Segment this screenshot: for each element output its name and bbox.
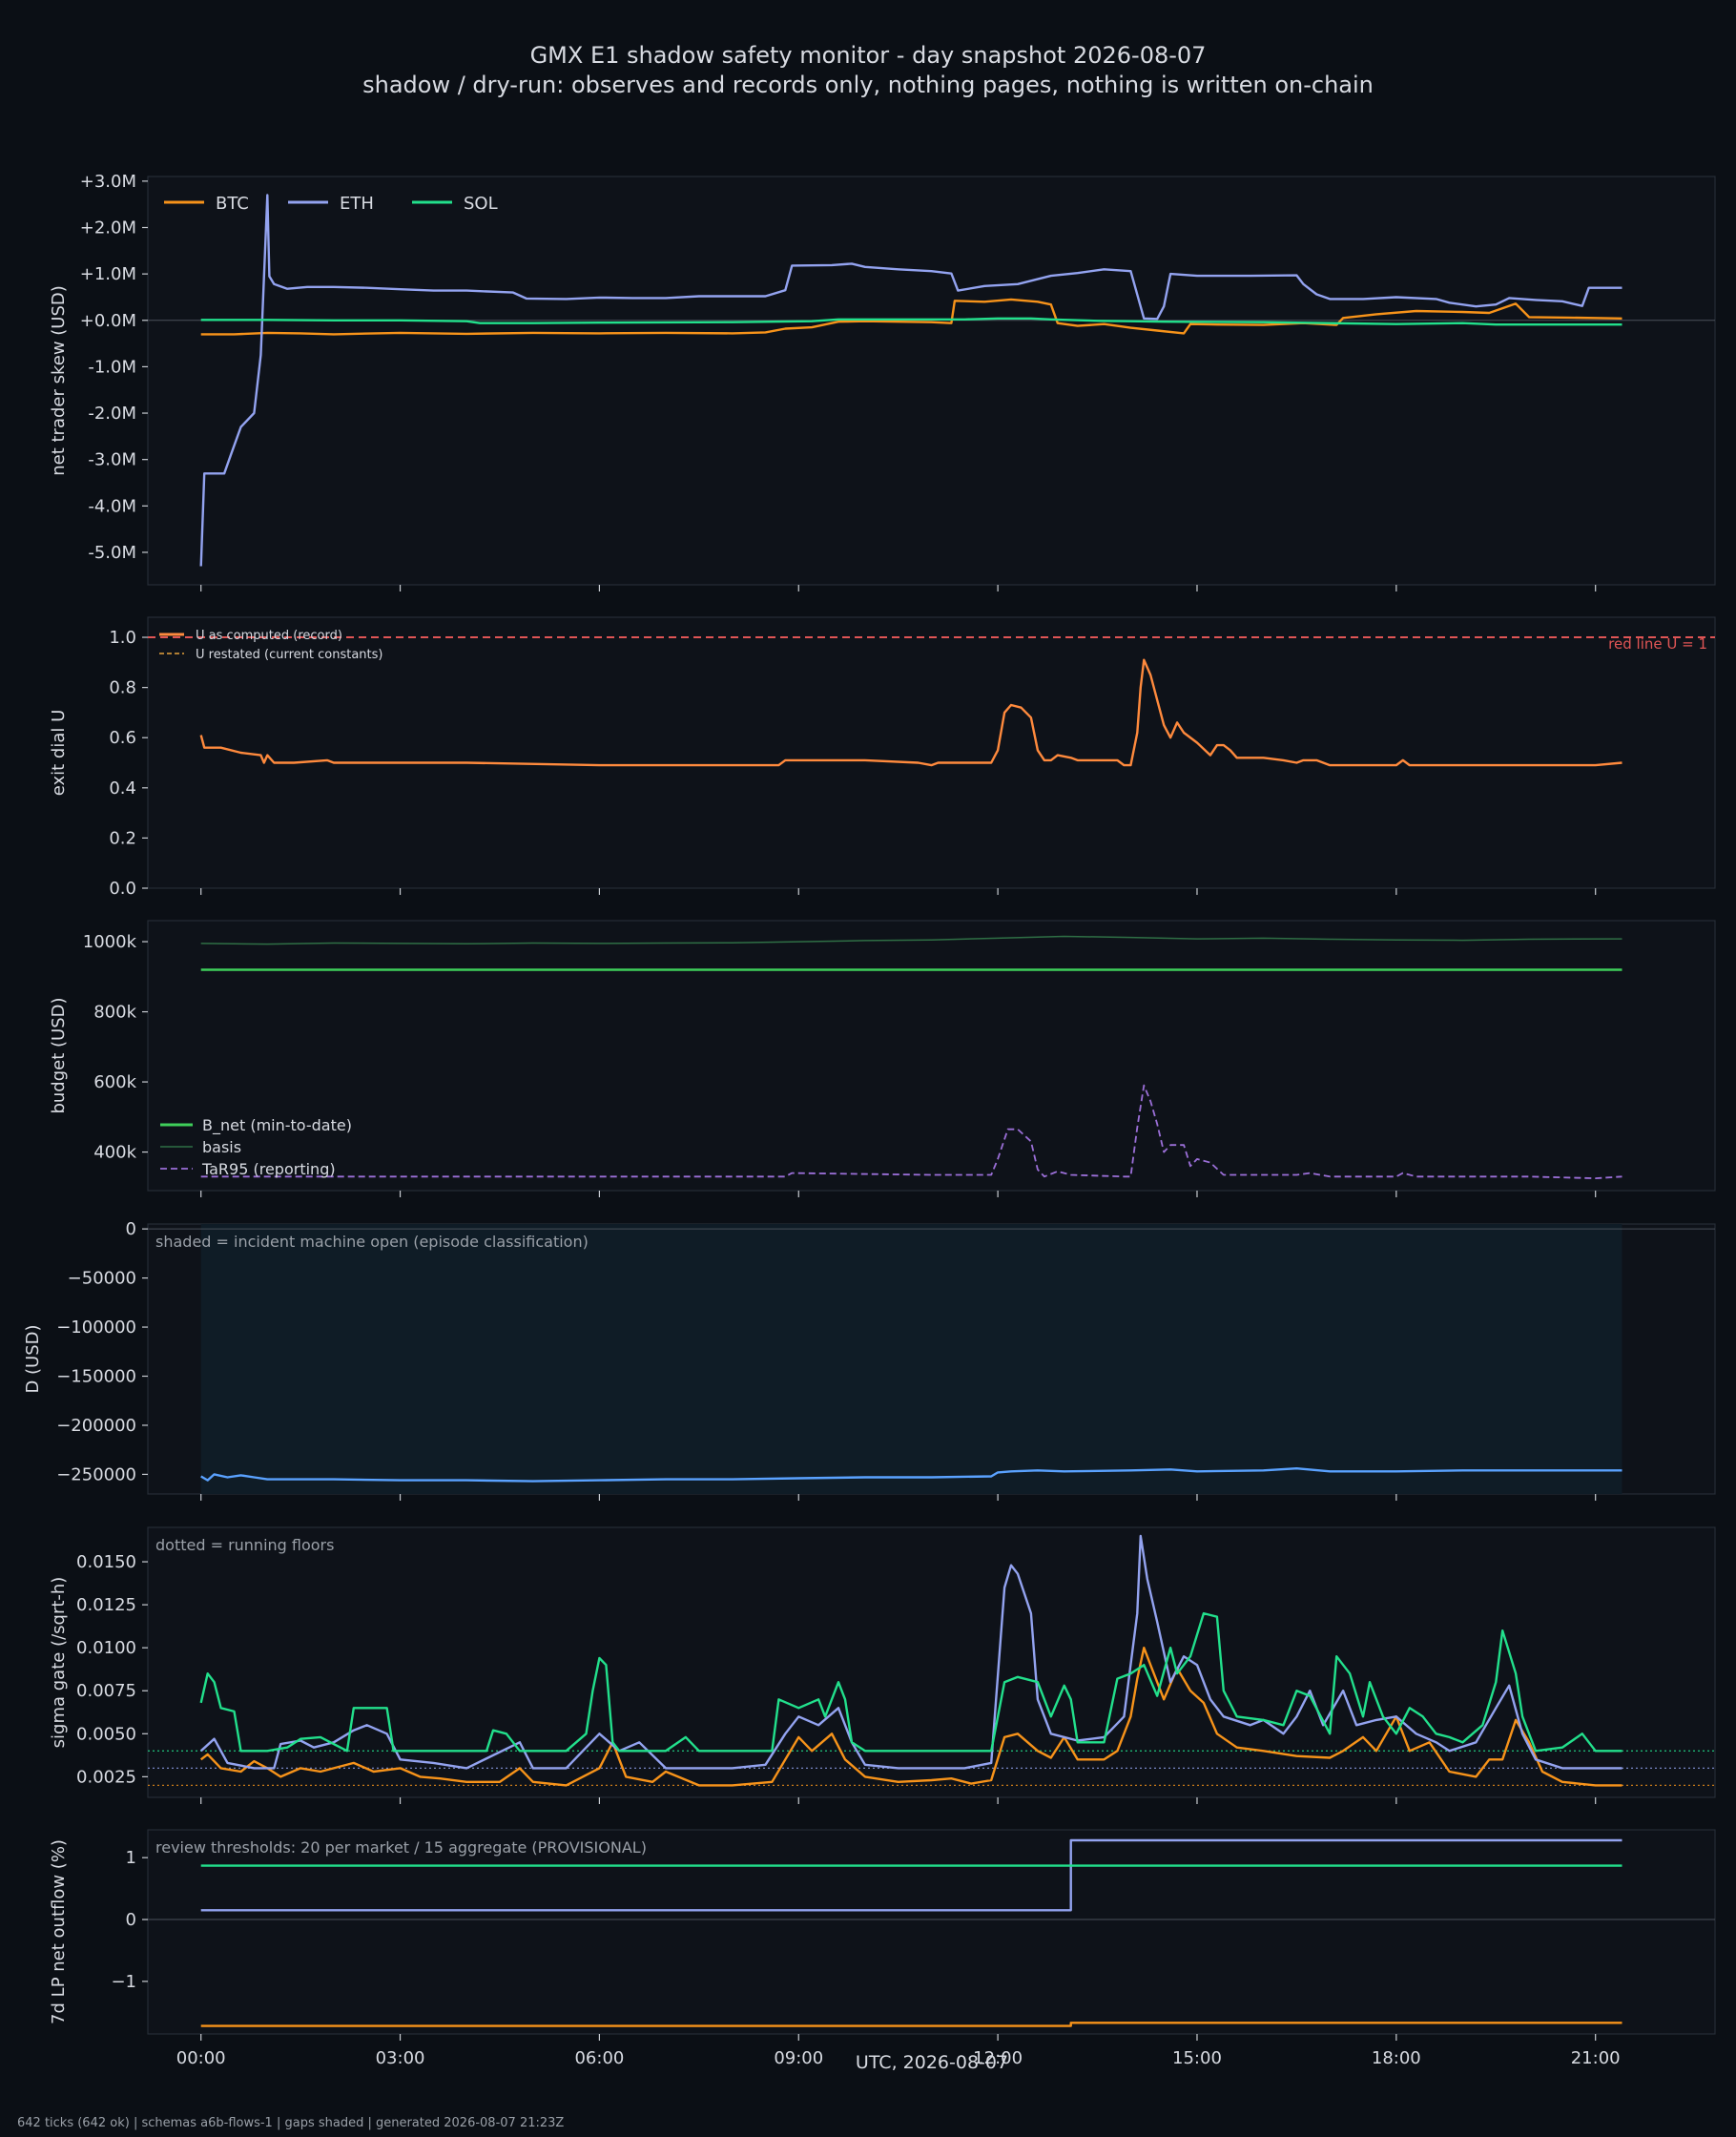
y-tick-label: 800k — [93, 1003, 136, 1023]
legend-label: TaR95 (reporting) — [201, 1160, 336, 1178]
y-axis-label: exit dial U — [49, 710, 69, 797]
y-tick-label: −50000 — [68, 1269, 136, 1289]
y-tick-label: 1000k — [83, 932, 137, 952]
panel-5: 0.0150 0.0125 0.0100 0.0075 0.0050 0.0025 sigm… — [49, 1526, 1716, 1804]
y-tick-label: +2.0M — [80, 218, 136, 239]
chart-title: GMX E1 shadow safety monitor - day snaps… — [530, 42, 1207, 69]
footer-status: 642 ticks (642 ok) | schemas a6b-flows-1… — [17, 2116, 564, 2130]
plot-area — [147, 1829, 1716, 2035]
y-tick-label: 0.0050 — [76, 1724, 136, 1744]
y-tick-label: 0.0075 — [76, 1681, 136, 1701]
y-axis-label: net trader skew (USD) — [49, 285, 69, 476]
x-tick-label: 09:00 — [774, 2048, 823, 2068]
x-tick-label: 00:00 — [176, 2048, 226, 2068]
series-line-eth — [199, 1534, 1622, 1770]
annotation: red line U = 1 — [1608, 635, 1707, 653]
x-tick-label: 21:00 — [1571, 2048, 1621, 2068]
y-tick-label: 1 — [126, 1848, 136, 1868]
y-axis-label: sigma gate (/sqrt-h) — [49, 1577, 69, 1749]
annotation: dotted = running floors — [155, 1536, 334, 1554]
y-tick-label: +0.0M — [80, 311, 136, 331]
series-line-btc — [199, 1646, 1622, 1787]
legend-label: BTC — [216, 194, 249, 214]
y-tick-label: 0.0150 — [76, 1552, 136, 1572]
y-tick-label: −100000 — [56, 1317, 136, 1338]
panels: +3.0M +2.0M +1.0M +0.0M -1.0M -2.0M -3.0M -4.0M… — [23, 172, 1716, 2068]
legend-label: U restated (current constants) — [196, 648, 382, 662]
y-tick-label: 0.0125 — [76, 1595, 136, 1615]
y-tick-label: -4.0M — [88, 496, 136, 516]
legend-label: basis — [202, 1138, 241, 1156]
incident-shade — [200, 1224, 1622, 1494]
y-tick-label: 0.4 — [109, 778, 136, 799]
y-axis-label: budget (USD) — [49, 997, 69, 1113]
series-line-eth — [199, 194, 1622, 567]
x-tick-label: 15:00 — [1172, 2048, 1222, 2068]
y-tick-label: 600k — [93, 1072, 136, 1092]
series-line-btc — [200, 298, 1622, 336]
panel-2: 1.0 0.8 0.6 0.4 0.2 0.0 exit dial U red line U … — [49, 616, 1716, 899]
legend-label: B_net (min-to-date) — [202, 1116, 352, 1135]
y-tick-label: -3.0M — [88, 450, 136, 470]
y-tick-label: 400k — [93, 1143, 136, 1163]
series-line-btc — [200, 2022, 1622, 2027]
y-axis-label: 7d LP net outflow (%) — [49, 1839, 69, 2024]
x-tick-label: 18:00 — [1372, 2048, 1421, 2068]
x-tick-label: 06:00 — [574, 2048, 624, 2068]
y-tick-label: 0.0100 — [76, 1638, 136, 1658]
y-tick-label: 0.8 — [109, 678, 136, 698]
annotation: review thresholds: 20 per market / 15 ag… — [155, 1838, 647, 1857]
panel-6: 1 0 −1 7d LP net outflow (%) review threshol… — [49, 1829, 1716, 2041]
y-tick-label: −150000 — [56, 1367, 136, 1387]
y-tick-label: +3.0M — [80, 172, 136, 192]
chart-subtitle: shadow / dry-run: observes and records o… — [362, 72, 1374, 98]
plot-area — [147, 176, 1716, 586]
y-tick-label: 1.0 — [109, 628, 136, 648]
y-tick-label: 0.0025 — [76, 1767, 136, 1787]
panel-1: +3.0M +2.0M +1.0M +0.0M -1.0M -2.0M -3.0M -4.0M… — [49, 172, 1716, 591]
plot-area — [147, 920, 1716, 1192]
annotation: shaded = incident machine open (episode … — [155, 1233, 589, 1251]
y-tick-label: −200000 — [56, 1416, 136, 1436]
series-line-sol — [199, 1611, 1622, 1753]
y-tick-label: −250000 — [56, 1464, 136, 1484]
y-tick-label: +1.0M — [80, 264, 136, 284]
series-line-sol — [200, 317, 1622, 326]
panel-4: 0 −50000 −100000 −150000 −200000 −250000 D (US… — [23, 1219, 1716, 1501]
series-line-eth — [200, 1838, 1622, 1912]
series-line-basis — [200, 935, 1622, 945]
series-line-d — [200, 1466, 1622, 1483]
y-tick-label: 0 — [126, 1910, 136, 1930]
y-tick-label: -1.0M — [88, 357, 136, 377]
plot-area — [147, 1526, 1716, 1798]
plot-area — [147, 616, 1716, 889]
x-tick-label: 03:00 — [376, 2048, 425, 2068]
y-axis-label: D (USD) — [23, 1324, 43, 1393]
legend-label: SOL — [464, 194, 498, 214]
y-tick-label: 0.2 — [109, 828, 136, 848]
y-tick-label: 0.6 — [109, 728, 136, 748]
series-line-tar95 — [200, 1084, 1622, 1179]
y-tick-label: 0.0 — [109, 879, 136, 899]
x-tick-label: 12:00 — [973, 2048, 1023, 2068]
y-tick-label: -5.0M — [88, 543, 136, 563]
y-tick-label: 0 — [126, 1219, 136, 1239]
y-tick-label: −1 — [111, 1972, 136, 1992]
x-axis-label: UTC, 2026-08-07 — [856, 2052, 1008, 2073]
panel-3: 1000k 800k 600k 400k budget (USD) B_net (min-… — [49, 920, 1716, 1197]
legend-label: ETH — [340, 194, 374, 214]
legend-label: U as computed (record) — [196, 629, 342, 643]
series-line-u — [199, 658, 1622, 767]
y-tick-label: -2.0M — [88, 404, 136, 424]
